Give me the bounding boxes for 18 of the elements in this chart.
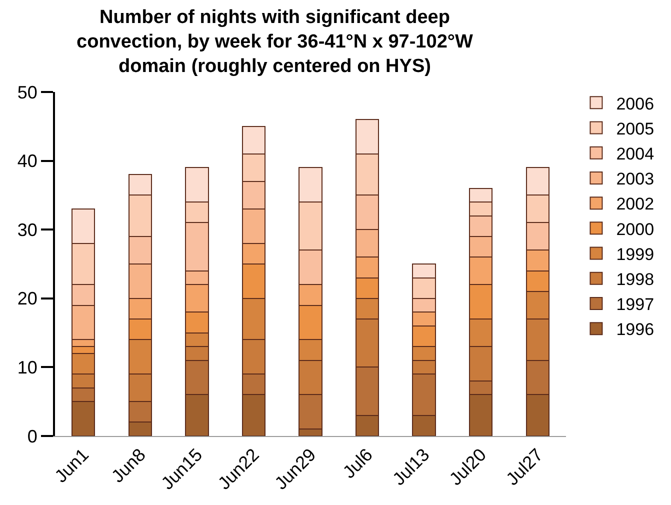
y-tick-label: 40 — [17, 151, 38, 172]
y-tick-label: 50 — [17, 82, 38, 102]
x-tick-label: Jul6 — [338, 444, 376, 482]
legend-label: 1997 — [616, 295, 654, 314]
legend-label: 1999 — [616, 244, 654, 264]
legend-label: 2005 — [616, 119, 654, 138]
y-tick-label: 20 — [17, 288, 38, 309]
y-tick-label: 0 — [27, 426, 38, 446]
legend-label: 2004 — [616, 144, 654, 164]
legend-label: 2000 — [616, 220, 654, 239]
legend-label: 2002 — [616, 194, 654, 214]
legend-label: 2003 — [616, 170, 654, 189]
y-tick-label: 30 — [17, 220, 38, 240]
legend-label: 1998 — [616, 270, 654, 289]
legend-label: 2006 — [616, 94, 654, 114]
y-tick-label: 10 — [17, 358, 38, 378]
chart-title: Number of nights with significant deep convection, by week for 36-41°N x 97-102°W domain (roughly centered on HYS) — [76, 6, 473, 78]
legend-label: 1996 — [616, 320, 654, 340]
